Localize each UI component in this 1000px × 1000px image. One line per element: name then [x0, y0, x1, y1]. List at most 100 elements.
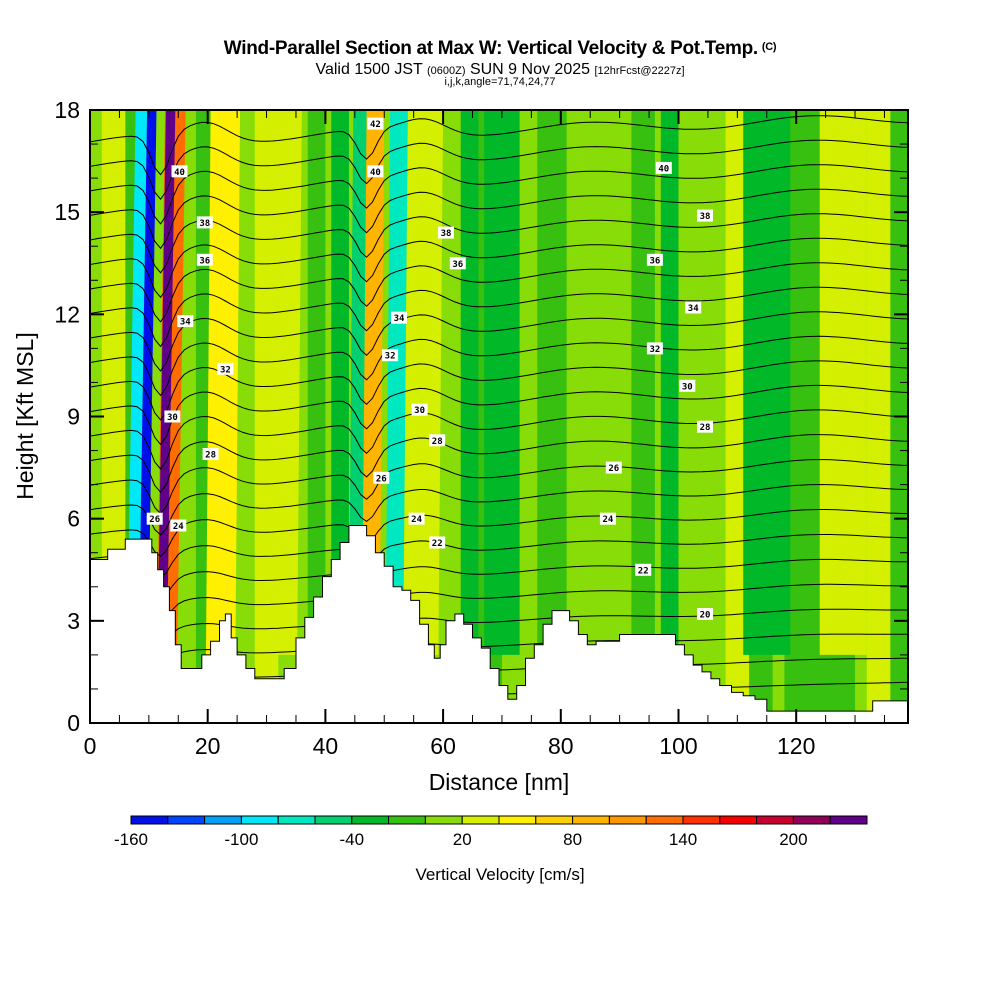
- vertical-velocity-field: [90, 110, 908, 723]
- colorbar-swatch: [535, 815, 574, 825]
- theta-contour-line: [90, 262, 908, 323]
- colorbar-swatch: [498, 815, 537, 825]
- theta-label: 22: [429, 536, 446, 549]
- theta-label-bg: [382, 349, 399, 362]
- theta-label-text: 38: [700, 212, 711, 222]
- theta-contour-line: [90, 115, 908, 176]
- terrain-mask: [90, 525, 908, 723]
- theta-contour-line: [90, 434, 908, 494]
- valid-utc: (0600Z): [426, 65, 466, 77]
- colorbar-swatch: [167, 815, 206, 825]
- theta-label-text: 30: [414, 406, 425, 416]
- x-tick-label: 20: [195, 733, 221, 759]
- colorbar-swatch: [424, 815, 463, 825]
- x-tick-label: 60: [430, 733, 456, 759]
- theta-label-bg: [429, 536, 446, 549]
- theta-label-bg: [202, 448, 219, 460]
- x-tick-label: 40: [313, 733, 339, 759]
- theta-label: 34: [391, 311, 407, 324]
- theta-label: 40: [367, 165, 384, 178]
- colorbar-swatch: [130, 815, 169, 825]
- theta-label: 20: [697, 608, 713, 621]
- theta-label-bg: [646, 253, 663, 266]
- theta-label-bg: [171, 165, 188, 178]
- terrain: [90, 525, 908, 723]
- colorbar-swatch: [608, 815, 647, 825]
- theta-contour-line: [90, 459, 908, 515]
- theta-label-text: 30: [682, 382, 693, 392]
- theta-label-bg: [429, 434, 446, 447]
- theta-label: 34: [685, 301, 702, 314]
- colorbar-tick-label: 80: [563, 830, 582, 849]
- colorbar-swatch: [572, 815, 610, 825]
- theta-label-bg: [599, 512, 616, 525]
- theta-label-bg: [217, 362, 234, 375]
- theta-label-text: 34: [688, 304, 699, 314]
- theta-label-bg: [697, 209, 713, 222]
- theta-label-text: 20: [700, 611, 711, 621]
- theta-label-bg: [679, 379, 696, 392]
- theta-label: 32: [217, 362, 234, 375]
- colorbar-swatch: [388, 815, 426, 825]
- theta-label: 42: [367, 117, 384, 130]
- theta-contour-line: [90, 335, 908, 397]
- theta-label-text: 24: [411, 515, 422, 525]
- theta-label-text: 32: [385, 352, 396, 362]
- theta-label-bg: [635, 563, 652, 576]
- valid-time-line: Valid 1500 JST (0600Z) SUN 9 Nov 2025 [1…: [0, 61, 1000, 79]
- theta-label-bg: [367, 165, 384, 178]
- theta-label-bg: [177, 315, 194, 328]
- theta-label-bg: [438, 226, 454, 239]
- colorbar-swatch: [756, 815, 794, 825]
- w-feature-downdraft-core: [138, 110, 157, 655]
- theta-label: 24: [170, 519, 187, 532]
- y-axis-title: Height [Kft MSL]: [12, 332, 38, 499]
- colorbar-tick-label: -40: [340, 830, 365, 849]
- theta-label-bg: [655, 161, 672, 174]
- w-feature-updraft-2: [205, 110, 241, 655]
- colorbar-swatch: [277, 815, 316, 825]
- colorbar-tick-label: 140: [669, 830, 697, 849]
- x-tick-label: 80: [548, 733, 574, 759]
- w-feature-downdraft-3: [385, 110, 408, 655]
- theta-label: 32: [646, 342, 663, 355]
- theta-contour-labels: 42 40 40 40 38 38 38 36 36 36 34 34 34 32 32 32 30 30 30 28…: [146, 117, 713, 621]
- theta-label-text: 28: [432, 437, 443, 447]
- copyright-mark: (C): [761, 41, 777, 53]
- theta-contour-line: [90, 139, 908, 201]
- colorbar-swatch: [829, 815, 868, 825]
- theta-label-bg: [391, 311, 407, 324]
- colorbar-title: Vertical Velocity [cm/s]: [415, 865, 584, 884]
- theta-label-text: 22: [432, 539, 443, 549]
- theta-label-text: 38: [441, 229, 452, 239]
- w-feature-weak-up-5: [261, 110, 302, 655]
- theta-contour-line: [90, 213, 908, 274]
- colorbar-swatch: [645, 815, 684, 825]
- theta-contour-line: [90, 237, 908, 299]
- colorbar-swatch: [314, 815, 353, 825]
- valid-prefix: Valid 1500 JST: [315, 61, 423, 78]
- theta-label-bg: [367, 117, 384, 130]
- theta-label-bg: [146, 512, 163, 525]
- theta-label-bg: [164, 410, 181, 423]
- theta-label-bg: [196, 216, 213, 229]
- theta-label: 36: [196, 253, 213, 266]
- x-axis: 0 20 40 60 80 100 120: [84, 110, 885, 759]
- theta-label: 26: [373, 471, 390, 484]
- theta-label: 40: [655, 161, 672, 174]
- theta-label: 38: [196, 216, 213, 229]
- theta-label-text: 36: [199, 256, 210, 266]
- w-streak: [660, 110, 679, 723]
- w-feature-weak-down-6: [484, 110, 520, 655]
- theta-label-text: 28: [700, 423, 711, 433]
- colorbar-swatch: [351, 815, 390, 825]
- theta-label: 40: [171, 165, 188, 178]
- theta-label-text: 34: [394, 314, 405, 324]
- y-tick-label: 12: [54, 301, 80, 327]
- theta-contour-line: [90, 311, 908, 372]
- theta-label-text: 36: [452, 260, 463, 270]
- theta-contour-line: [90, 534, 908, 579]
- theta-contour-line: [90, 286, 908, 348]
- y-tick-label: 0: [67, 710, 80, 736]
- w-streak: [631, 110, 655, 723]
